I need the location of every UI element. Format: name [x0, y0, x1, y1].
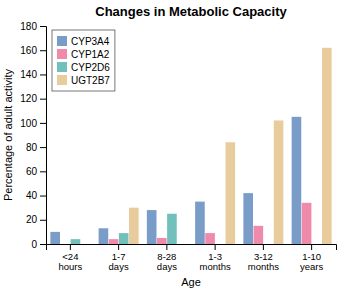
- legend: CYP3A4 CYP1A2 CYP2D6 UGT2B7: [52, 30, 115, 91]
- bar: [322, 48, 332, 244]
- bar: [177, 244, 187, 245]
- x-tick: 1-10years: [300, 244, 323, 272]
- tick-mark: [40, 244, 46, 245]
- y-tick: 140: [20, 69, 46, 80]
- bar: [254, 226, 264, 244]
- tick-mark: [40, 220, 46, 221]
- tick-label: 1-3months: [200, 251, 231, 272]
- x-axis-label: Age: [181, 276, 201, 288]
- legend-label: CYP2D6: [71, 62, 110, 73]
- bar: [71, 239, 81, 244]
- legend-label: CYP1A2: [71, 49, 110, 60]
- tick-mark: [40, 123, 46, 124]
- bar: [292, 117, 302, 244]
- title: Changes in Metabolic Capacity: [95, 4, 287, 19]
- tick-label: 8-28days: [157, 251, 177, 272]
- legend-item: CYP1A2: [57, 49, 110, 60]
- y-axis-label: Percentage of adult activity: [2, 68, 14, 201]
- y-tick: 80: [26, 142, 46, 153]
- bar: [109, 239, 119, 244]
- y-tick: 0: [31, 239, 46, 250]
- bar: [302, 203, 312, 244]
- tick-label: 100: [20, 118, 37, 129]
- legend-swatch: [57, 75, 67, 85]
- y-tick: 160: [20, 45, 46, 56]
- x-tick: 1-3months: [200, 244, 231, 272]
- legend-label: CYP3A4: [71, 36, 110, 47]
- tick-mark: [40, 99, 46, 100]
- y-tick: 40: [26, 190, 46, 201]
- tick-label: 0: [31, 239, 37, 250]
- bar: [167, 214, 177, 244]
- bars: [50, 48, 331, 244]
- tick-label: 40: [26, 190, 38, 201]
- bar: [129, 208, 139, 244]
- tick-label: 1-7days: [109, 251, 129, 272]
- bar-series: [50, 117, 301, 244]
- tick-mark: [40, 50, 46, 51]
- tick-label: 1-10years: [300, 251, 323, 272]
- legend-item: CYP3A4: [57, 36, 110, 47]
- bar: [274, 120, 284, 244]
- plot: 0 20 40 60 80 100 120 140 160 180 <24hours 1-7days 8…: [20, 21, 336, 272]
- bar: [226, 142, 236, 244]
- y-tick: 60: [26, 166, 46, 177]
- legend-swatch: [57, 62, 67, 72]
- bar-series: [71, 214, 177, 244]
- bar: [215, 244, 225, 245]
- tick-label: 140: [20, 69, 37, 80]
- bar-series: [129, 48, 332, 244]
- tick-label: 160: [20, 45, 37, 56]
- x-tick: 8-28days: [157, 244, 177, 272]
- bar: [50, 232, 60, 244]
- tick-label: <24hours: [58, 251, 82, 272]
- tick-label: 60: [26, 166, 38, 177]
- axis-line: [40, 27, 47, 245]
- tick-mark: [118, 244, 119, 250]
- bar: [147, 210, 157, 244]
- tick-label: 180: [20, 21, 37, 32]
- tick-mark: [311, 244, 312, 250]
- y-tick: 20: [26, 214, 46, 225]
- tick-mark: [263, 244, 264, 250]
- bar: [157, 238, 167, 244]
- legend-label: UGT2B7: [71, 75, 110, 86]
- tick-label: 20: [26, 214, 38, 225]
- bar: [205, 233, 215, 244]
- tick-label: 3-12months: [248, 251, 279, 272]
- tick-label: 80: [26, 142, 38, 153]
- tick-mark: [40, 74, 46, 75]
- legend-frame: [52, 30, 115, 91]
- bar: [312, 244, 322, 245]
- y-tick: 180: [20, 21, 46, 32]
- tick-mark: [215, 244, 216, 250]
- tick-mark: [40, 26, 46, 27]
- bar: [60, 244, 70, 245]
- x-tick: 3-12months: [248, 244, 279, 272]
- tick-label: 120: [20, 93, 37, 104]
- tick-mark: [40, 147, 46, 148]
- y-axis: 0 20 40 60 80 100 120 140 160 180: [20, 21, 46, 250]
- x-tick: 1-7days: [109, 244, 129, 272]
- tick-mark: [40, 171, 46, 172]
- chart: Changes in Metabolic Capacity 0 20 40 60 80 10…: [0, 0, 346, 290]
- y-tick: 100: [20, 118, 46, 129]
- bar: [264, 244, 274, 245]
- legend-swatch: [57, 49, 67, 59]
- axis-line: [47, 245, 337, 251]
- legend-item: CYP2D6: [57, 62, 110, 73]
- legend-swatch: [57, 36, 67, 46]
- x-axis: <24hours 1-7days 8-28days 1-3months 3-12mont…: [47, 244, 337, 272]
- legend-item: UGT2B7: [57, 75, 110, 86]
- bar: [99, 228, 109, 244]
- tick-mark: [70, 244, 71, 250]
- tick-mark: [166, 244, 167, 250]
- bar: [243, 193, 253, 244]
- tick-mark: [40, 196, 46, 197]
- bar: [119, 233, 129, 244]
- bar: [81, 244, 91, 245]
- x-tick: <24hours: [58, 244, 82, 272]
- y-tick: 120: [20, 93, 46, 104]
- bar: [195, 202, 205, 244]
